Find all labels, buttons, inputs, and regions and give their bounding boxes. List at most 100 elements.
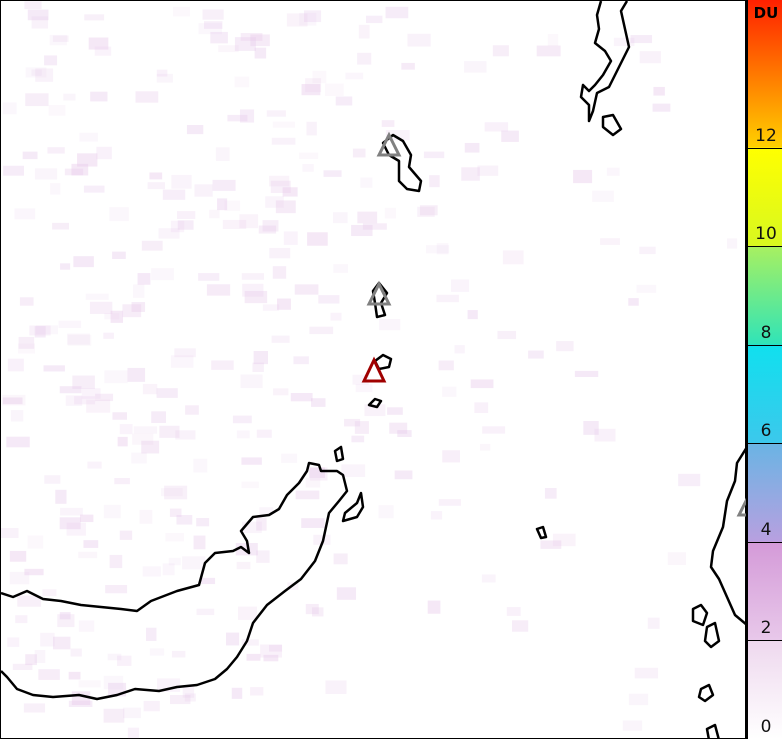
so2-pixel [95, 393, 114, 402]
colorbar-tick-line [748, 246, 782, 248]
so2-pixel [325, 680, 347, 694]
so2-pixel [215, 147, 230, 161]
so2-pixel [19, 297, 34, 306]
so2-pixel [79, 514, 94, 523]
so2-pixel [436, 243, 449, 255]
so2-pixel [352, 148, 366, 158]
so2-pixel [103, 332, 114, 339]
so2-pixel [362, 223, 387, 230]
so2-pixel [232, 415, 252, 424]
so2-pixel [277, 298, 291, 310]
so2-pixel [438, 360, 454, 371]
so2-pixel [137, 273, 151, 285]
so2-pixel [182, 686, 195, 698]
so2-pixel [501, 130, 519, 142]
so2-pixel [239, 214, 259, 229]
coastline-island-northeast [579, 0, 631, 123]
so2-pixel [196, 518, 210, 527]
so2-pixel [606, 167, 620, 176]
so2-pixel [68, 671, 81, 680]
so2-pixel [38, 669, 60, 680]
so2-pixel [77, 153, 98, 167]
so2-pixel [305, 477, 321, 488]
so2-pixel [64, 168, 84, 176]
so2-pixel [384, 207, 397, 219]
so2-pixel [305, 78, 322, 93]
so2-pixel [171, 650, 186, 658]
so2-pixel [105, 585, 128, 594]
so2-pixel [86, 399, 111, 413]
so2-pixel [242, 521, 262, 534]
so2-pixel [497, 330, 517, 340]
so2-pixel [357, 52, 372, 65]
so2-pixel [540, 540, 562, 549]
so2-pixel [266, 110, 286, 117]
coastlines [0, 0, 749, 739]
so2-pixel [9, 550, 27, 562]
so2-pixel [44, 55, 58, 66]
so2-pixel [269, 247, 291, 259]
volcano-marker-inactive[interactable] [366, 280, 392, 306]
so2-pixel [667, 552, 686, 566]
so2-pixel [158, 228, 180, 239]
so2-pixel [307, 232, 328, 246]
so2-pixel [544, 488, 557, 499]
so2-pixel [59, 612, 71, 620]
so2-pixel [236, 561, 251, 570]
so2-pixel [42, 589, 57, 597]
so2-pixel [31, 16, 49, 29]
so2-pixel [81, 388, 101, 399]
so2-pixel [481, 574, 496, 583]
so2-pixel [379, 318, 401, 331]
so2-pixel [552, 533, 576, 547]
so2-pixel [25, 654, 37, 666]
so2-pixel [15, 615, 28, 624]
so2-pixel [479, 443, 491, 451]
so2-pixel [573, 169, 593, 184]
so2-pixel [407, 33, 431, 47]
so2-pixel [222, 219, 247, 230]
so2-pixel [502, 250, 524, 265]
so2-pixel [135, 91, 159, 103]
so2-pixel [171, 174, 192, 189]
so2-pixel [303, 10, 322, 23]
volcano-marker-inactive[interactable] [376, 131, 402, 157]
coastline-landmass-east [709, 446, 749, 626]
so2-pixel [29, 325, 51, 336]
so2-pixel [217, 198, 228, 211]
so2-pixel [198, 273, 220, 281]
so2-pixel [177, 220, 194, 230]
so2-pixel [286, 13, 308, 27]
so2-pixel [241, 273, 265, 280]
so2-pixel [305, 603, 319, 615]
so2-pixel [273, 388, 289, 396]
so2-pixel [34, 168, 58, 180]
so2-pixel [58, 320, 82, 328]
so2-pixel [647, 617, 660, 629]
so2-pixel [57, 614, 75, 628]
so2-pixel [25, 93, 49, 107]
so2-pixel [366, 15, 383, 24]
so2-pixel [34, 650, 46, 664]
so2-pixel [114, 478, 130, 485]
so2-pixel [156, 69, 168, 77]
colorbar-tick-label: 6 [760, 421, 772, 442]
so2-pixel [131, 302, 146, 312]
so2-pixel [461, 167, 480, 181]
so2-pixel [211, 360, 234, 370]
so2-pixel [60, 507, 83, 516]
so2-pixel [67, 333, 90, 345]
so2-pixel [78, 551, 98, 559]
so2-pixel [333, 264, 348, 273]
volcano-marker-active[interactable] [361, 356, 387, 383]
so2-pixel [119, 424, 133, 435]
so2-pixel [185, 405, 199, 415]
so2-pixel [389, 422, 408, 434]
so2-pixel [282, 187, 298, 197]
so2-pixel [253, 351, 268, 365]
so2-pixel [78, 620, 95, 632]
so2-pixel [351, 435, 365, 443]
so2-pixel [141, 440, 160, 454]
so2-pixel [628, 298, 639, 306]
colorbar-tick-line [748, 640, 782, 642]
